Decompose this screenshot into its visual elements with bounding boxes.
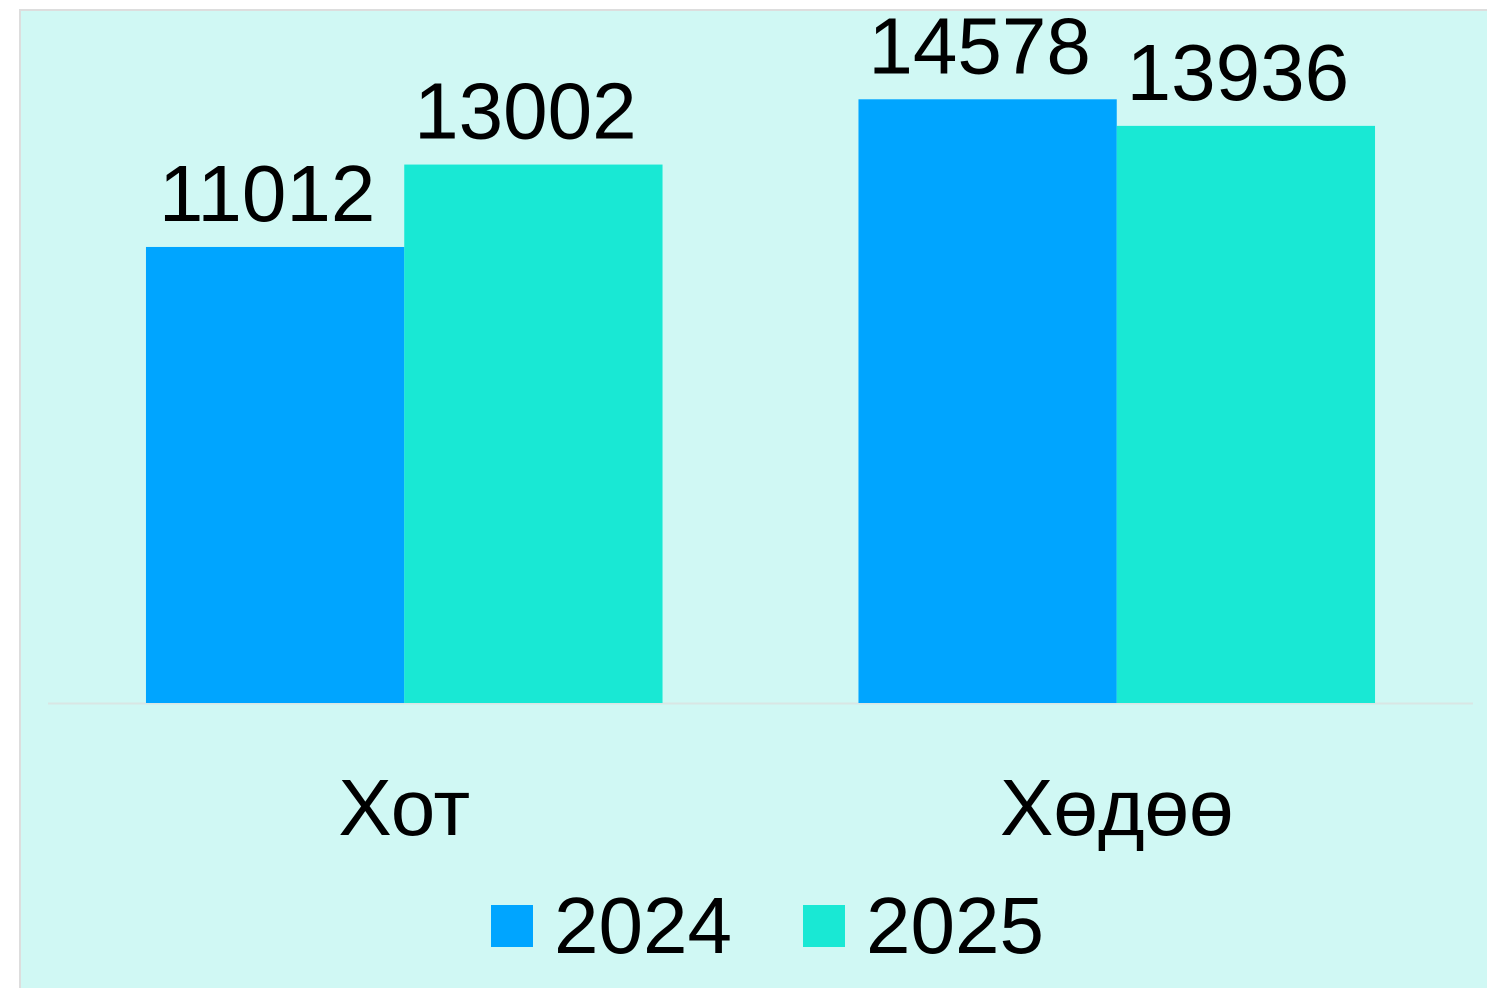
data-label: 13936 [1127, 28, 1349, 117]
bar [1116, 125, 1376, 704]
x-tick-label: Хөдөө [1000, 763, 1234, 852]
legend-swatch [803, 905, 845, 947]
legend-label: 2024 [554, 881, 732, 970]
legend-label: 2025 [866, 881, 1044, 970]
bar [858, 99, 1117, 703]
bar [404, 164, 663, 703]
bar [145, 246, 405, 703]
legend-swatch [491, 905, 533, 947]
data-label: 13002 [414, 67, 636, 156]
data-label: 11012 [159, 149, 376, 238]
data-label: 14578 [868, 1, 1090, 90]
x-tick-label: Хот [338, 763, 470, 852]
